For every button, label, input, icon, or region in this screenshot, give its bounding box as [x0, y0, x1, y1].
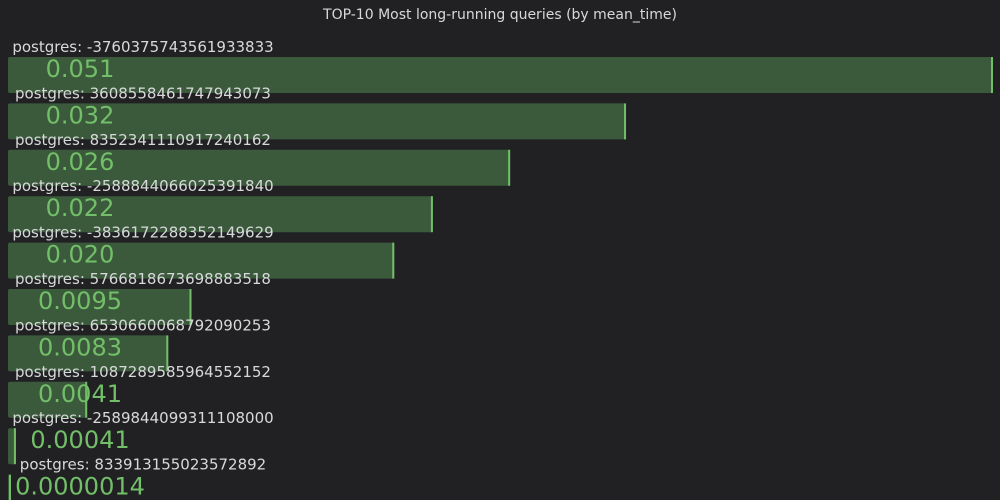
bar-label: postgres: -2588844066025391840	[12, 177, 273, 195]
bar-edge	[9, 474, 11, 500]
bar-label: postgres: 5766818673698883518	[15, 270, 271, 288]
bar-edge	[508, 149, 511, 186]
bar-edge	[991, 57, 993, 93]
bar	[8, 57, 993, 93]
bar-edge	[430, 196, 433, 233]
bar-value-label: 0.032	[46, 101, 115, 129]
chart-title: TOP-10 Most long-running queries (by mea…	[322, 7, 677, 23]
bar-value-label: 0.0000014	[15, 473, 145, 500]
bar-edge	[189, 289, 192, 325]
bar	[8, 103, 627, 140]
bar-label: postgres: -2589844099311108000	[12, 409, 273, 427]
bar-edge	[166, 335, 169, 372]
bar-value-label: 0.00041	[30, 426, 129, 454]
bar-value-label: 0.026	[46, 148, 115, 176]
bar	[8, 149, 511, 186]
bar-value-label: 0.0083	[38, 333, 122, 361]
bar	[8, 381, 88, 418]
bar-label: postgres: 6530660068792090253	[15, 316, 271, 334]
bar	[8, 196, 433, 233]
bar-label: postgres: 1087289585964552152	[15, 363, 271, 381]
bar-label: postgres: 3608558461747943073	[15, 84, 271, 102]
bar-label: postgres: -3760375743561933833	[12, 38, 273, 56]
bar-value-label: 0.020	[46, 241, 115, 269]
bar	[8, 289, 192, 325]
bar-label: postgres: 8352341110917240162	[15, 131, 271, 149]
bars-group: postgres: -37603757435619338330.051postg…	[8, 38, 993, 500]
bar-value-label: 0.0095	[38, 287, 122, 315]
bar-edge	[85, 381, 88, 418]
bar	[8, 335, 169, 372]
bar-label: postgres: -3836172288352149629	[12, 224, 273, 242]
bar-edge	[392, 242, 395, 279]
bar-label: postgres: 833913155023572892	[20, 456, 266, 474]
bar-edge	[13, 428, 16, 465]
bar-value-label: 0.0041	[38, 380, 122, 408]
bar	[8, 242, 395, 279]
bar-value-label: 0.022	[46, 194, 115, 222]
bar-value-label: 0.051	[46, 55, 115, 83]
bar-edge	[624, 103, 627, 140]
